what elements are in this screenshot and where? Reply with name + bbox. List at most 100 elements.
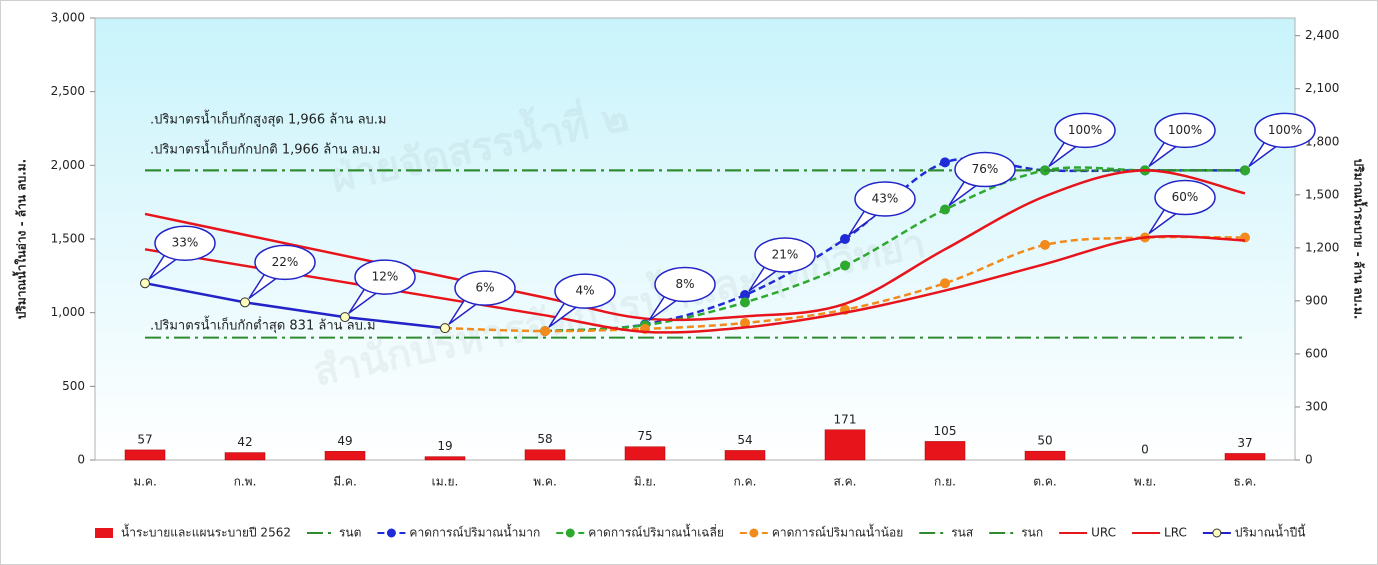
marker: [740, 297, 750, 308]
bar: [1024, 450, 1066, 461]
marker: [240, 297, 250, 308]
bar: [324, 451, 366, 461]
y2-tick-label: 2,400: [1305, 28, 1339, 42]
callout: [1154, 179, 1216, 216]
callout-label: 100%: [1168, 123, 1202, 137]
marker: [940, 278, 950, 289]
y2-tick-label: 1,800: [1305, 134, 1339, 148]
marker: [1040, 239, 1050, 250]
legend-label: ปริมาณน้ำปีนี้: [1235, 524, 1306, 540]
line: [144, 281, 446, 330]
y2-tick-label: 0: [1305, 453, 1313, 467]
marker: [540, 326, 550, 337]
marker: [940, 204, 950, 215]
x-tick-label: ส.ค.: [834, 475, 857, 489]
callout: [954, 151, 1016, 188]
x-tick-label: ก.พ.: [234, 475, 257, 489]
legend-label: คาดการณ์ปริมาณน้ำมาก: [409, 524, 540, 540]
legend-label: รนต: [339, 526, 361, 540]
x-tick-label: พ.ย.: [1134, 475, 1157, 489]
annotation: .ปริมาตรน้ำเก็บกักต่ำสุด 831 ล้าน ลบ.ม: [150, 316, 376, 334]
callout: [354, 259, 416, 295]
callout-label: 6%: [475, 281, 494, 295]
callout: [1054, 112, 1116, 149]
bar-value-label: 58: [537, 432, 552, 446]
legend-marker: [386, 528, 396, 538]
callout-label: 12%: [372, 270, 399, 284]
bar-value-label: 49: [337, 434, 352, 448]
callout: [854, 181, 916, 217]
callout: [154, 225, 216, 261]
bar: [524, 449, 566, 461]
callout-label: 4%: [575, 284, 594, 298]
bar-value-label: 57: [137, 432, 152, 446]
legend-label: รนก: [1021, 526, 1043, 540]
x-tick-label: ธ.ค.: [1234, 475, 1257, 489]
y2-tick-label: 300: [1305, 399, 1328, 413]
callout: [554, 273, 616, 309]
callout-label: 22%: [272, 255, 299, 269]
legend-marker: [749, 528, 759, 538]
bar: [124, 449, 166, 461]
x-tick-label: พ.ค.: [533, 475, 557, 489]
legend-marker: [565, 528, 575, 538]
y2-tick-label: 600: [1305, 346, 1328, 360]
marker: [340, 312, 350, 323]
x-tick-label: ก.ย.: [934, 475, 956, 489]
callout-label: 21%: [772, 247, 799, 261]
callout: [754, 237, 816, 273]
marker: [840, 234, 850, 244]
y2-axis-title: ปริมาณน้ำระบาย - ล้าน ลบ.ม.: [1352, 159, 1369, 320]
line: [144, 235, 1246, 334]
callout-label: 100%: [1068, 123, 1102, 137]
y2-tick-label: 900: [1305, 293, 1328, 307]
bar-value-label: 171: [834, 412, 857, 426]
bar-value-label: 54: [737, 433, 752, 447]
legend-label: รนส: [951, 526, 974, 540]
y-tick-label: 3,000: [51, 11, 85, 25]
callout: [1254, 112, 1316, 149]
callout-label: 33%: [172, 236, 199, 250]
callout-label: 43%: [872, 192, 899, 206]
line: [144, 169, 1246, 322]
bar-value-label: 0: [1141, 443, 1149, 457]
annotation: .ปริมาตรน้ำเก็บกักสูงสุด 1,966 ล้าน ลบ.ม: [150, 110, 387, 128]
bar: [624, 446, 666, 461]
callout: [654, 266, 716, 303]
y2-tick-label: 2,100: [1305, 81, 1339, 95]
annotation: .ปริมาตรน้ำเก็บกักปกติ 1,966 ล้าน ลบ.ม: [150, 140, 380, 158]
marker: [940, 157, 950, 168]
x-tick-label: ก.ค.: [734, 475, 757, 489]
y-tick-label: 0: [77, 453, 85, 467]
y-axis-title: ปริมาณน้ำในอ่าง - ล้าน ลบ.ม.: [12, 159, 29, 319]
legend-label: LRC: [1164, 526, 1187, 540]
callout: [254, 244, 316, 281]
legend-label: คาดการณ์ปริมาณน้ำเฉลี่ย: [588, 524, 724, 540]
legend-marker: [1212, 528, 1222, 538]
bar-value-label: 75: [637, 429, 652, 443]
bar: [924, 441, 966, 461]
callout-label: 8%: [675, 277, 694, 291]
y-tick-label: 2,500: [51, 84, 85, 98]
bar-value-label: 37: [1237, 436, 1252, 450]
bar: [1224, 453, 1266, 461]
bar-value-label: 42: [237, 435, 252, 449]
callout-label: 76%: [972, 162, 999, 176]
bar: [724, 450, 766, 461]
legend-label: คาดการณ์ปริมาณน้ำน้อย: [772, 524, 903, 540]
legend-label: URC: [1091, 526, 1116, 540]
y-tick-label: 2,000: [51, 158, 85, 172]
x-tick-label: เม.ย.: [432, 475, 459, 489]
marker: [840, 260, 850, 271]
callout-label: 100%: [1268, 123, 1302, 137]
x-tick-label: ต.ค.: [1033, 475, 1056, 489]
bar: [424, 456, 466, 461]
callout-label: 60%: [1172, 190, 1199, 204]
bar-value-label: 19: [437, 439, 452, 453]
y2-tick-label: 1,200: [1305, 240, 1339, 254]
y2-tick-label: 1,500: [1305, 187, 1339, 201]
legend-swatch: [95, 528, 113, 538]
callout: [454, 270, 516, 306]
bar-value-label: 105: [934, 424, 957, 438]
